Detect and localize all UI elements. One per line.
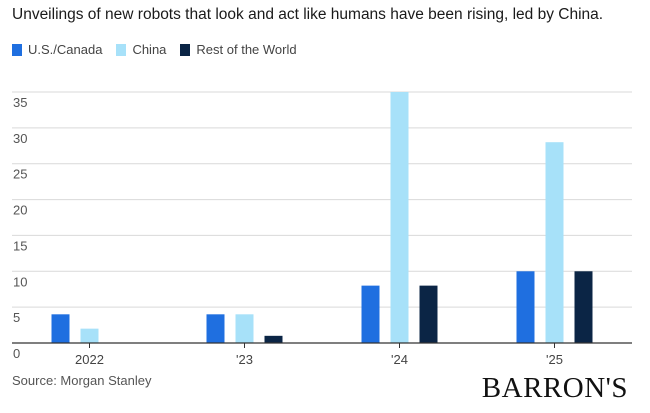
bar-china-1	[235, 314, 254, 343]
y-tick-label-0: 0	[13, 346, 20, 361]
bar-rest-of-the-world-1	[264, 335, 283, 343]
bar-china-3	[545, 142, 564, 343]
x-tick-label-0: 2022	[75, 352, 104, 367]
bar-rest-of-the-world-2	[419, 285, 438, 343]
legend-swatch-china	[116, 43, 127, 56]
source-note: Source: Morgan Stanley	[12, 373, 152, 388]
legend-item-rest-of-world: Rest of the World	[180, 42, 297, 57]
legend-item-us-canada: U.S./Canada	[12, 42, 102, 57]
x-tick-label-3: '25	[546, 352, 563, 367]
brand-logo: BARRON'S	[481, 372, 628, 404]
x-tick-label-1: '23	[236, 352, 253, 367]
legend-label-china: China	[132, 42, 167, 57]
bar-u-s-canada-3	[516, 271, 535, 343]
y-tick-label-5: 5	[13, 310, 20, 325]
bar-rest-of-the-world-3	[574, 271, 593, 343]
y-tick-label-25: 25	[13, 167, 27, 182]
y-tick-label-35: 35	[13, 95, 27, 110]
x-tick-label-2: '24	[391, 352, 408, 367]
legend-swatch-us-canada	[12, 43, 22, 56]
y-tick-label-10: 10	[13, 274, 27, 289]
bar-u-s-canada-1	[206, 314, 225, 343]
y-tick-label-30: 30	[13, 131, 27, 146]
bar-u-s-canada-0	[51, 314, 70, 343]
legend-label-us-canada: U.S./Canada	[28, 42, 103, 57]
legend-item-china: China	[116, 42, 166, 57]
legend-swatch-rest-of-world	[180, 43, 191, 56]
bar-china-0	[80, 328, 99, 343]
bar-china-2	[390, 92, 409, 343]
legend: U.S./Canada China Rest of the World	[12, 42, 297, 57]
y-tick-label-20: 20	[13, 203, 27, 218]
y-tick-label-15: 15	[13, 238, 27, 253]
chart-title: Unveilings of new robots that look and a…	[12, 6, 604, 23]
legend-label-rest-of-world: Rest of the World	[196, 42, 297, 57]
bar-u-s-canada-2	[361, 285, 380, 343]
